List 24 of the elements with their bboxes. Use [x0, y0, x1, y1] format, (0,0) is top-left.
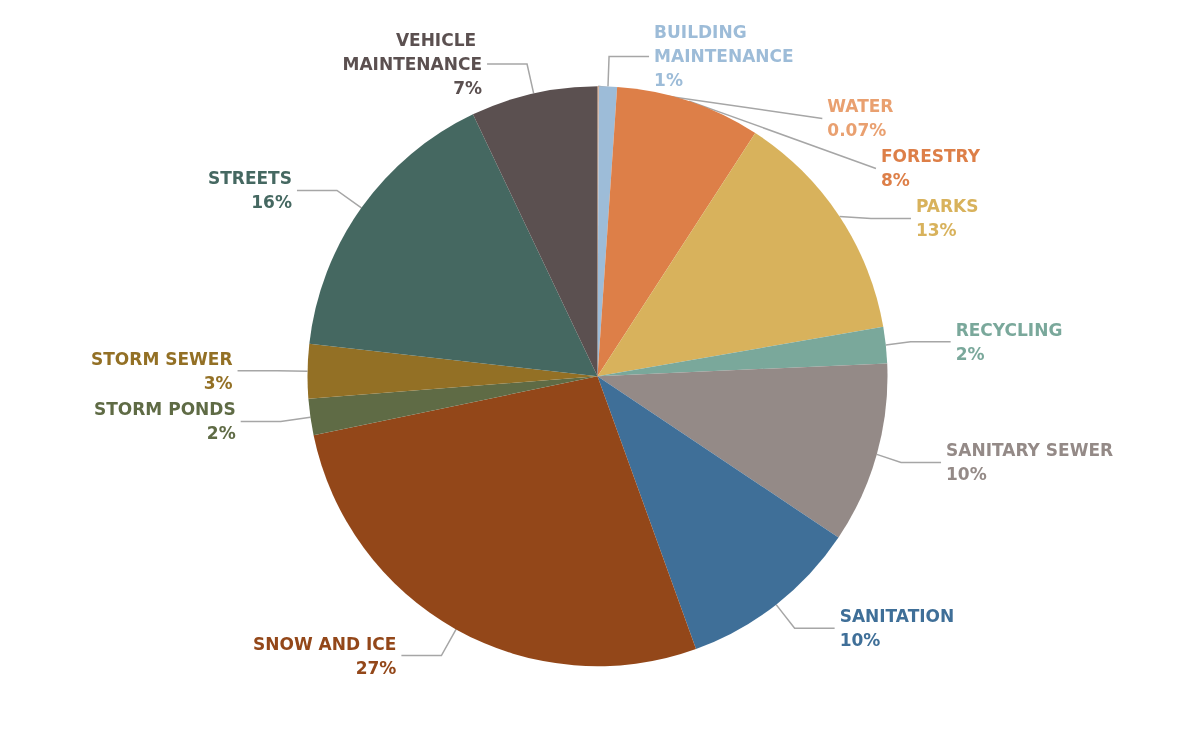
slice-label: VEHICLE MAINTENANCE	[342, 30, 483, 75]
data-label: 2%	[206, 423, 236, 444]
slice-label: SNOW AND ICE	[252, 633, 397, 654]
slice-label: STREETS	[207, 168, 292, 189]
data-label: 2%	[955, 343, 985, 364]
slice-label: RECYCLING	[955, 319, 1063, 340]
data-label: 10%	[946, 464, 987, 485]
data-label: 7%	[453, 78, 483, 99]
data-label: 13%	[915, 220, 957, 241]
slice-label: FORESTRY	[880, 146, 981, 167]
slice-label: STORM PONDS	[93, 399, 236, 420]
data-label: 10%	[839, 630, 881, 651]
data-label: 3%	[203, 372, 233, 393]
slice-label: BUILDING MAINTENANCE	[654, 22, 794, 67]
slice-label: WATER	[827, 96, 894, 117]
slice-label: SANITATION	[839, 606, 955, 627]
data-label: 0.07%	[827, 120, 887, 141]
slice-label: PARKS	[915, 196, 979, 217]
data-label: 8%	[880, 170, 910, 191]
slice-label: STORM SEWER	[91, 348, 233, 369]
data-label: 1%	[654, 70, 683, 91]
slice-label: SANITARY SEWER	[946, 440, 1114, 461]
data-label: 27%	[355, 657, 397, 678]
data-label: 16%	[251, 192, 292, 213]
